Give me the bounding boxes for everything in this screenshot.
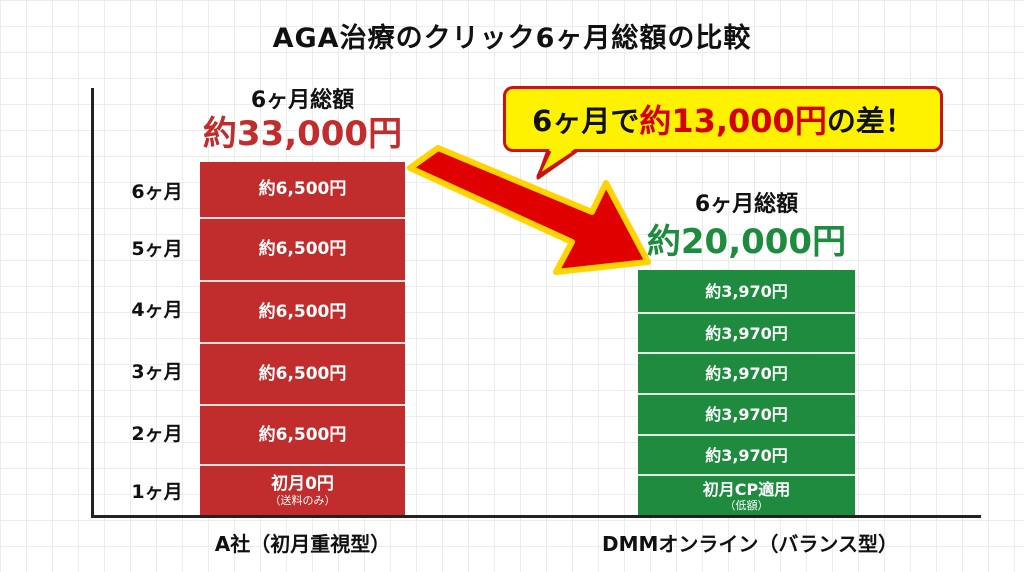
y-tick-label: 4ヶ月	[131, 299, 183, 321]
callout-highlight: 約13,000円	[639, 102, 827, 140]
bar-segment: 約6,500円	[200, 342, 405, 404]
bar-segment: 約6,500円	[200, 162, 405, 217]
total-value-a: 約33,000円	[202, 114, 403, 154]
segment-note: （低額）	[724, 498, 769, 512]
segment-label: 約6,500円	[258, 239, 347, 259]
chart-title: AGA治療のクリック6ヶ月総額の比較	[272, 23, 752, 54]
x-category-label: A社（初月重視型）	[214, 532, 391, 556]
segment-label: 約6,500円	[258, 363, 347, 384]
bar-segment: 初月0円 （送料のみ）	[200, 464, 405, 515]
y-tick-label: 6ヶ月	[131, 181, 183, 203]
bar-segment: 約3,970円	[638, 393, 855, 434]
bar-segment: 約3,970円	[638, 270, 855, 312]
segment-label: 約3,970円	[705, 364, 788, 383]
segment-label: 約3,970円	[705, 445, 788, 465]
segment-label: 約3,970円	[705, 405, 788, 424]
y-tick-label: 1ヶ月	[131, 481, 183, 503]
callout-suffix: の差！	[826, 104, 914, 138]
y-tick-label: 2ヶ月	[131, 423, 183, 445]
x-axis-line	[91, 515, 981, 518]
segment-label: 初月CP適用	[702, 479, 791, 499]
bar-segment: 約3,970円	[638, 312, 855, 352]
total-label-b: 6ヶ月総額	[694, 192, 799, 217]
bar-segment: 約6,500円	[200, 217, 405, 280]
segment-label: 約6,500円	[258, 179, 347, 199]
segment-note: （送料のみ）	[269, 493, 336, 507]
bar-segment: 約6,500円	[200, 404, 405, 464]
y-axis-line	[91, 88, 94, 518]
segment-label: 約6,500円	[258, 301, 347, 322]
x-category-label: DMMオンライン（バランス型）	[601, 532, 898, 556]
bar-a-company: 約6,500円 約6,500円 約6,500円 約6,500円 約6,500円 …	[200, 162, 405, 515]
segment-label: 約3,970円	[705, 281, 788, 301]
callout-prefix: 6ヶ月で	[532, 104, 640, 138]
bar-segment: 約3,970円	[638, 352, 855, 393]
bar-segment: 約6,500円	[200, 280, 405, 342]
bar-dmm-online: 約3,970円 約3,970円 約3,970円 約3,970円 約3,970円 …	[638, 270, 855, 515]
segment-label: 約6,500円	[258, 424, 347, 445]
y-tick-label: 5ヶ月	[131, 238, 183, 260]
bar-segment: 初月CP適用 （低額）	[638, 474, 855, 515]
segment-label: 初月0円	[271, 473, 334, 494]
y-tick-label: 3ヶ月	[131, 361, 183, 383]
total-label-a: 6ヶ月総額	[250, 88, 355, 113]
difference-callout: 6ヶ月で 約13,000円 の差！	[503, 86, 943, 152]
bar-segment: 約3,970円	[638, 434, 855, 474]
total-value-b: 約20,000円	[646, 222, 847, 262]
segment-label: 約3,970円	[705, 323, 788, 343]
